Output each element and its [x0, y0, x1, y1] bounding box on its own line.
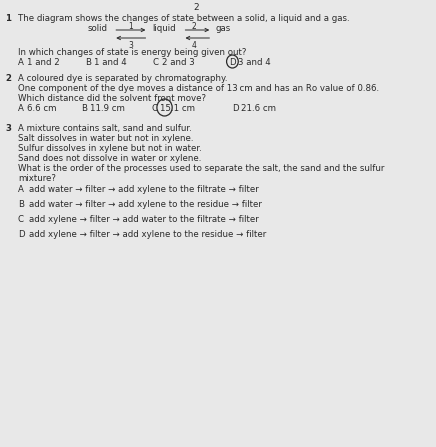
- Text: The diagram shows the changes of state between a solid, a liquid and a gas.: The diagram shows the changes of state b…: [18, 14, 350, 23]
- Text: 3: 3: [5, 124, 11, 133]
- Text: 1 and 4: 1 and 4: [95, 58, 127, 67]
- Text: 2: 2: [193, 3, 199, 12]
- Text: 4: 4: [191, 41, 196, 50]
- Text: liquid: liquid: [153, 24, 176, 33]
- Text: mixture?: mixture?: [18, 174, 56, 183]
- Text: D: D: [18, 230, 24, 239]
- Text: 3: 3: [128, 41, 133, 50]
- Text: add water → filter → add xylene to the filtrate → filter: add water → filter → add xylene to the f…: [29, 185, 259, 194]
- Text: What is the order of the processes used to separate the salt, the sand and the s: What is the order of the processes used …: [18, 164, 385, 173]
- Text: 15.1 cm: 15.1 cm: [160, 104, 195, 113]
- Text: Sulfur dissolves in xylene but not in water.: Sulfur dissolves in xylene but not in wa…: [18, 144, 202, 153]
- Text: C: C: [153, 58, 159, 67]
- Text: 21.6 cm: 21.6 cm: [241, 104, 276, 113]
- Text: C: C: [151, 104, 157, 113]
- Text: One component of the dye moves a distance of 13 cm and has an Rᴏ value of 0.86.: One component of the dye moves a distanc…: [18, 84, 379, 93]
- Text: 1: 1: [129, 22, 133, 31]
- Text: 11.9 cm: 11.9 cm: [90, 104, 125, 113]
- Text: A: A: [18, 58, 24, 67]
- Text: C: C: [18, 215, 24, 224]
- Text: 6.6 cm: 6.6 cm: [27, 104, 57, 113]
- Text: add water → filter → add xylene to the residue → filter: add water → filter → add xylene to the r…: [29, 200, 262, 209]
- Text: D: D: [232, 104, 238, 113]
- Text: solid: solid: [87, 24, 107, 33]
- Text: Sand does not dissolve in water or xylene.: Sand does not dissolve in water or xylen…: [18, 154, 201, 163]
- Text: B: B: [81, 104, 87, 113]
- Text: gas: gas: [215, 24, 231, 33]
- Text: A: A: [18, 104, 24, 113]
- Text: add xylene → filter → add water to the filtrate → filter: add xylene → filter → add water to the f…: [29, 215, 259, 224]
- Text: add xylene → filter → add xylene to the residue → filter: add xylene → filter → add xylene to the …: [29, 230, 266, 239]
- Text: B: B: [85, 58, 92, 67]
- Text: 2: 2: [191, 22, 196, 31]
- Text: In which changes of state is energy being given out?: In which changes of state is energy bein…: [18, 48, 246, 57]
- Text: 2 and 3: 2 and 3: [162, 58, 194, 67]
- Text: A mixture contains salt, sand and sulfur.: A mixture contains salt, sand and sulfur…: [18, 124, 192, 133]
- Text: 2: 2: [5, 74, 11, 83]
- Text: A coloured dye is separated by chromatography.: A coloured dye is separated by chromatog…: [18, 74, 228, 83]
- Text: 1 and 2: 1 and 2: [27, 58, 60, 67]
- Text: B: B: [18, 200, 24, 209]
- Text: 3 and 4: 3 and 4: [238, 58, 271, 67]
- Text: 1: 1: [5, 14, 11, 23]
- Text: Salt dissolves in water but not in xylene.: Salt dissolves in water but not in xylen…: [18, 134, 194, 143]
- Text: D: D: [229, 58, 236, 67]
- Text: Which distance did the solvent front move?: Which distance did the solvent front mov…: [18, 94, 206, 103]
- Text: A: A: [18, 185, 24, 194]
